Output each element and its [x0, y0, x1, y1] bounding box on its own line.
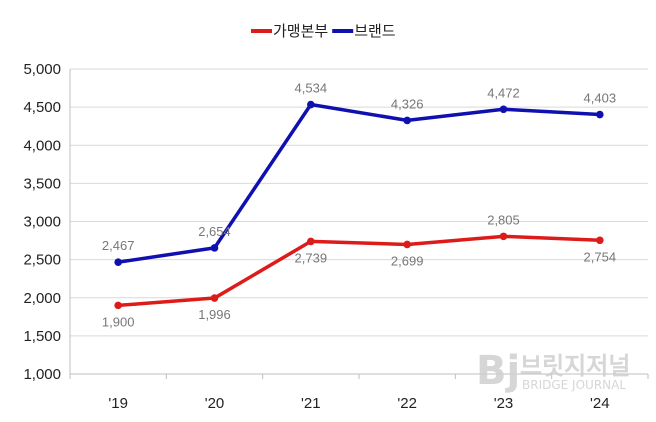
series-point-1 — [499, 105, 508, 114]
grid-lines — [70, 68, 648, 375]
legend-label-0: 가맹본부 — [273, 22, 328, 40]
series-point-0 — [114, 301, 122, 310]
data-label: 1,996 — [198, 307, 231, 322]
series-point-0 — [596, 236, 604, 245]
watermark-logo: Bj — [476, 348, 520, 394]
watermark: Bj 브릿지저널 BRIDGE JOURNAL — [476, 348, 630, 394]
data-label: 4,403 — [584, 91, 617, 106]
legend: 가맹본부 브랜드 — [251, 22, 396, 40]
x-tick-label: '21 — [301, 395, 321, 412]
y-tick-label: 2,500 — [23, 252, 61, 269]
x-tick-label: '19 — [108, 395, 128, 412]
y-tick-label: 1,000 — [23, 366, 61, 383]
x-axis-ticks: '19 '20 '21 '22 '23 '24 — [69, 374, 649, 412]
series-point-0 — [403, 240, 411, 249]
x-tick-label: '24 — [590, 395, 610, 412]
series-group — [114, 100, 604, 310]
data-label: 4,472 — [487, 85, 520, 100]
series-point-0 — [307, 237, 315, 246]
series-point-1 — [307, 100, 315, 109]
series-point-1 — [596, 110, 604, 119]
data-label: 2,754 — [584, 249, 617, 264]
data-label: 2,467 — [102, 238, 135, 253]
series-point-1 — [210, 244, 219, 252]
y-tick-label: 3,000 — [23, 214, 61, 231]
data-label: 2,805 — [487, 212, 520, 227]
legend-label-1: 브랜드 — [354, 22, 396, 40]
watermark-name-ko: 브릿지저널 — [520, 352, 630, 380]
y-tick-label: 4,000 — [23, 137, 61, 154]
series-point-0 — [210, 294, 219, 302]
data-labels: 1,900 1,996 2,739 2,699 2,805 2,754 2,467 2,654… — [102, 81, 616, 330]
y-tick-label: 2,000 — [23, 290, 61, 307]
y-axis-ticks: 1,000 1,500 2,000 2,500 3,000 3,500 4,000 4,500… — [23, 61, 61, 383]
data-label: 2,699 — [391, 253, 424, 268]
x-tick-label: '20 — [205, 395, 225, 412]
watermark-name-en: BRIDGE JOURNAL — [522, 378, 626, 392]
data-label: 4,534 — [295, 81, 328, 96]
series-line-1 — [117, 102, 600, 264]
series-point-1 — [403, 116, 411, 125]
y-tick-label: 4,500 — [23, 99, 61, 116]
data-label: 4,326 — [391, 96, 424, 111]
data-label: 2,739 — [295, 250, 328, 265]
series-line-0 — [118, 234, 600, 308]
y-tick-label: 5,000 — [23, 61, 61, 78]
series-point-0 — [499, 232, 508, 241]
series-point-1 — [114, 258, 122, 266]
data-label: 2,654 — [198, 224, 231, 239]
data-label: 1,900 — [102, 314, 135, 329]
y-tick-label: 1,500 — [23, 328, 61, 345]
x-tick-label: '22 — [397, 395, 417, 412]
x-tick-label: '23 — [494, 395, 514, 412]
y-tick-label: 3,500 — [23, 175, 61, 192]
